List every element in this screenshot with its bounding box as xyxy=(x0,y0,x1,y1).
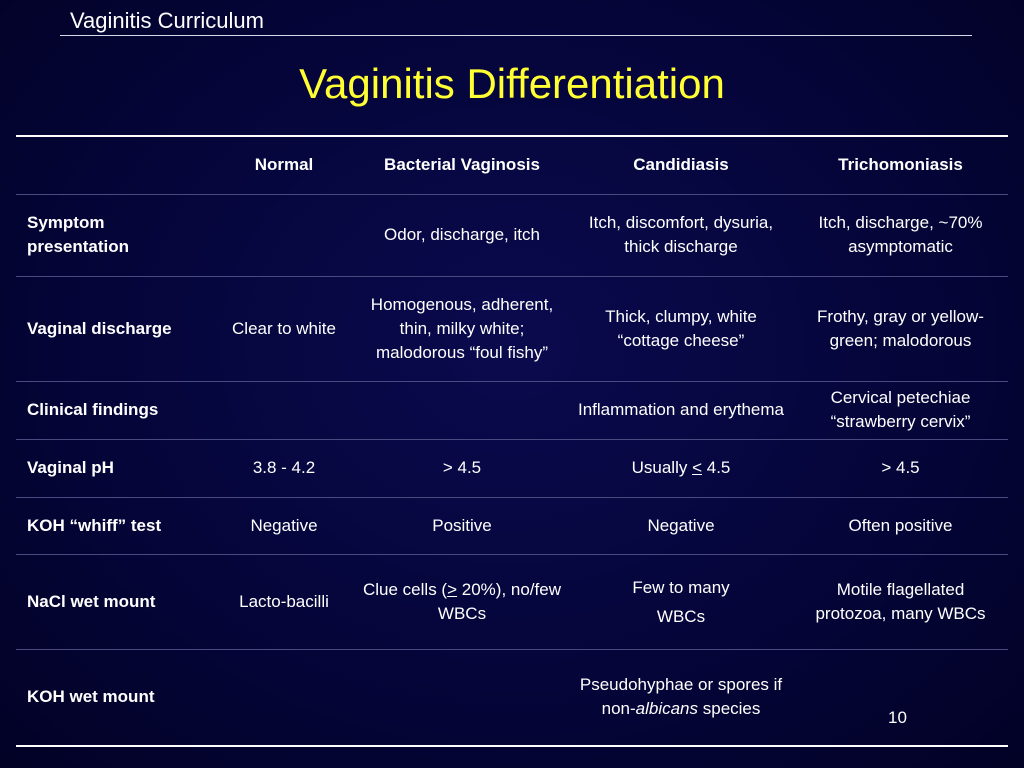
cell-trichomoniasis xyxy=(793,649,1008,746)
table-row: KOH “whiff” test Negative Positive Negat… xyxy=(16,497,1008,555)
cell-normal xyxy=(213,194,355,277)
cell-trichomoniasis: Motile flagellated protozoa, many WBCs xyxy=(793,554,1008,650)
cell-bacterial-vaginosis: Clue cells (> 20%), no/few WBCs xyxy=(355,554,569,650)
cell-candidiasis: Thick, clumpy, white “cottage cheese” xyxy=(569,276,793,382)
cell-candidiasis: Negative xyxy=(569,497,793,555)
cell-trichomoniasis: > 4.5 xyxy=(793,439,1008,498)
cell-normal xyxy=(213,649,355,746)
cell-text-prefix: Pseudohyphae or spores if non- xyxy=(579,675,783,719)
table-row: NaCl wet mount Lacto-bacilli Clue cells … xyxy=(16,554,1008,650)
row-label-quote: “whiff” xyxy=(69,515,127,535)
header-cell-trichomoniasis: Trichomoniasis xyxy=(793,136,1008,195)
cell-text-suffix: 20%), no/few WBCs xyxy=(437,579,561,623)
cell-bacterial-vaginosis: > 4.5 xyxy=(355,439,569,498)
row-label-suffix: test xyxy=(126,515,162,535)
header-cell-empty xyxy=(16,136,213,195)
cell-text-suffix: species xyxy=(698,699,761,719)
cell-candidiasis: Usually < 4.5 xyxy=(569,439,793,498)
cell-bacterial-vaginosis xyxy=(355,381,569,440)
table-row: KOH wet mount Pseudohyphae or spores if … xyxy=(16,649,1008,746)
cell-normal: Lacto-bacilli xyxy=(213,554,355,650)
cell-candidiasis: Itch, discomfort, dysuria, thick dischar… xyxy=(569,194,793,277)
row-label: Symptom presentation xyxy=(16,194,213,277)
table-row: Vaginal discharge Clear to white Homogen… xyxy=(16,276,1008,382)
row-label: Vaginal pH xyxy=(16,439,213,498)
less-than-or-equal-symbol: < xyxy=(692,458,703,477)
cell-candidiasis: Inflammation and erythema xyxy=(569,381,793,440)
slide-title: Vaginitis Differentiation xyxy=(299,60,725,107)
cell-text-line: WBCs xyxy=(656,606,706,626)
table-row: Vaginal pH 3.8 - 4.2 > 4.5 Usually < 4.5… xyxy=(16,439,1008,498)
cell-normal: Negative xyxy=(213,497,355,555)
slide-header: Vaginitis Curriculum xyxy=(70,8,264,33)
cell-text-italic: albicans xyxy=(635,699,699,719)
header-cell-normal: Normal xyxy=(213,136,355,195)
cell-normal: 3.8 - 4.2 xyxy=(213,439,355,498)
cell-bacterial-vaginosis: Positive xyxy=(355,497,569,555)
row-label: KOH “whiff” test xyxy=(16,497,213,555)
cell-normal xyxy=(213,381,355,440)
cell-trichomoniasis: Cervical petechiae “strawberry cervix” xyxy=(793,381,1008,440)
cell-text-line: Few to many xyxy=(632,577,730,597)
cell-trichomoniasis: Frothy, gray or yellow-green; malodorous xyxy=(793,276,1008,382)
row-label-prefix: KOH xyxy=(27,515,70,535)
cell-normal: Clear to white xyxy=(213,276,355,382)
differentiation-table-container: Normal Bacterial Vaginosis Candidiasis T… xyxy=(16,135,1008,747)
page-number: 10 xyxy=(888,708,907,727)
cell-bacterial-vaginosis: Homogenous, adherent, thin, milky white;… xyxy=(355,276,569,382)
cell-text-prefix: Usually xyxy=(631,458,693,477)
row-label: KOH wet mount xyxy=(27,687,155,707)
row-label: NaCl wet mount xyxy=(16,554,213,650)
row-label: Clinical findings xyxy=(16,381,213,440)
cell-trichomoniasis: Itch, discharge, ~70% asymptomatic xyxy=(793,194,1008,277)
table-header-row: Normal Bacterial Vaginosis Candidiasis T… xyxy=(16,136,1008,195)
header-cell-bacterial-vaginosis: Bacterial Vaginosis xyxy=(355,136,569,195)
cell-text-prefix: Clue cells ( xyxy=(363,579,448,599)
table-row: Clinical findings Inflammation and eryth… xyxy=(16,381,1008,440)
cell-trichomoniasis: Often positive xyxy=(793,497,1008,555)
cell-text-suffix: 4.5 xyxy=(702,458,731,477)
table-row: Symptom presentation Odor, discharge, it… xyxy=(16,194,1008,277)
differentiation-table: Normal Bacterial Vaginosis Candidiasis T… xyxy=(16,135,1008,747)
greater-than-or-equal-symbol: > xyxy=(447,579,458,599)
cell-bacterial-vaginosis xyxy=(355,649,569,746)
cell-candidiasis: Few to many WBCs xyxy=(569,554,793,650)
row-label: Vaginal discharge xyxy=(16,276,213,382)
header-cell-candidiasis: Candidiasis xyxy=(569,136,793,195)
cell-candidiasis: Pseudohyphae or spores if non-albicans s… xyxy=(569,649,793,746)
cell-bacterial-vaginosis: Odor, discharge, itch xyxy=(355,194,569,277)
header-divider xyxy=(60,35,972,36)
